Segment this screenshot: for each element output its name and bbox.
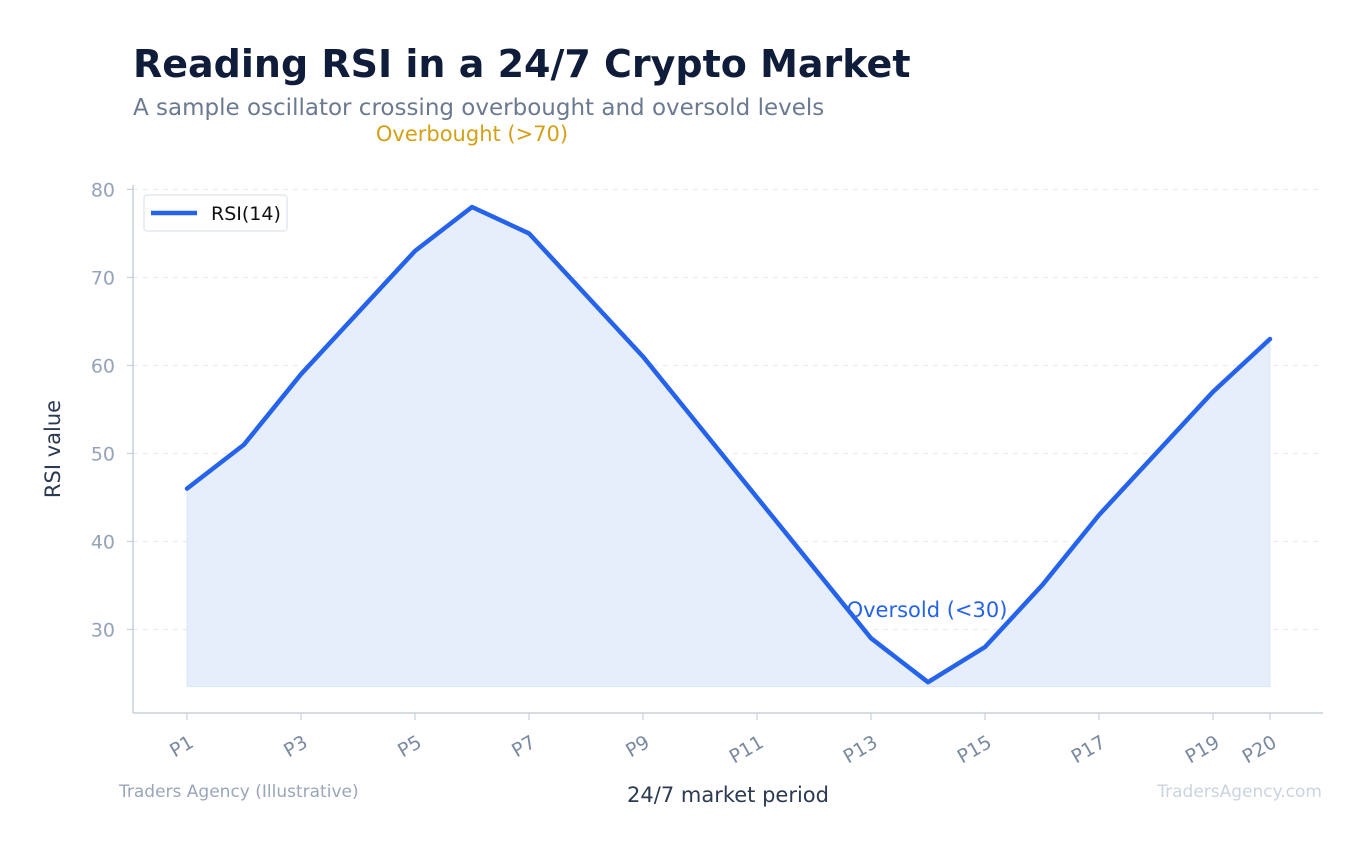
x-tick-label: P15: [954, 731, 996, 768]
x-tick-label: P11: [726, 731, 768, 768]
rsi-point-p14: [925, 679, 931, 685]
x-tick-label: P19: [1182, 731, 1224, 768]
rsi-point-p5: [412, 248, 418, 254]
y-tick-label: 80: [91, 179, 115, 201]
rsi-point-p2: [241, 442, 247, 448]
y-tick-label: 40: [91, 531, 115, 553]
x-axis-label: 24/7 market period: [627, 783, 829, 807]
x-tick-labels: P1 P3 P5 P7 P9 P11 P13 P15 P17 P19 P20: [166, 713, 1281, 768]
y-tick-labels: 30 40 50 60 70 80: [91, 179, 133, 641]
rsi-series-line: [184, 204, 1273, 685]
y-axis-label: RSI value: [41, 400, 65, 498]
chart-subtitle: A sample oscillator crossing overbought …: [133, 95, 824, 121]
x-tick-label: P17: [1068, 731, 1110, 768]
rsi-point-p12: [811, 565, 817, 571]
x-tick-label: P3: [280, 731, 311, 762]
chart-title: Reading RSI in a 24/7 Crypto Market: [133, 42, 910, 86]
footer-source: Traders Agency (Illustrative): [118, 782, 359, 802]
y-tick-label: 30: [91, 619, 115, 641]
overbought-annotation: Overbought (>70): [376, 122, 568, 146]
rsi-point-p3: [298, 371, 304, 377]
rsi-point-p17: [1096, 512, 1102, 518]
x-tick-label: P1: [166, 731, 197, 762]
rsi-point-p18: [1153, 450, 1159, 456]
legend-label: RSI(14): [211, 203, 281, 225]
rsi-point-p11: [754, 494, 760, 500]
rsi-point-p10: [697, 424, 703, 430]
rsi-point-p1: [184, 486, 190, 492]
rsi-point-p19: [1210, 389, 1216, 395]
legend: RSI(14): [143, 194, 288, 232]
rsi-point-p9: [640, 354, 646, 360]
rsi-point-p7: [526, 230, 532, 236]
x-tick-label: P20: [1239, 731, 1281, 768]
x-tick-label: P9: [622, 731, 653, 762]
y-tick-label: 50: [91, 443, 115, 465]
rsi-point-p4: [355, 310, 361, 316]
y-tick-label: 70: [91, 267, 115, 289]
oversold-annotation: Oversold (<30): [847, 598, 1008, 622]
x-tick-label: P13: [840, 731, 882, 768]
rsi-point-p6: [469, 204, 475, 210]
rsi-point-p13: [868, 635, 874, 641]
rsi-area-fill: [186, 206, 1271, 688]
rsi-point-p8: [583, 292, 589, 298]
footer-brand: TradersAgency.com: [1156, 782, 1322, 802]
rsi-point-p16: [1039, 582, 1045, 588]
y-tick-label: 60: [91, 355, 115, 377]
rsi-point-p15: [982, 644, 988, 650]
rsi-point-p20: [1267, 336, 1273, 342]
x-tick-label: P7: [508, 731, 539, 762]
x-tick-label: P5: [394, 731, 425, 762]
legend-box: [143, 194, 288, 232]
